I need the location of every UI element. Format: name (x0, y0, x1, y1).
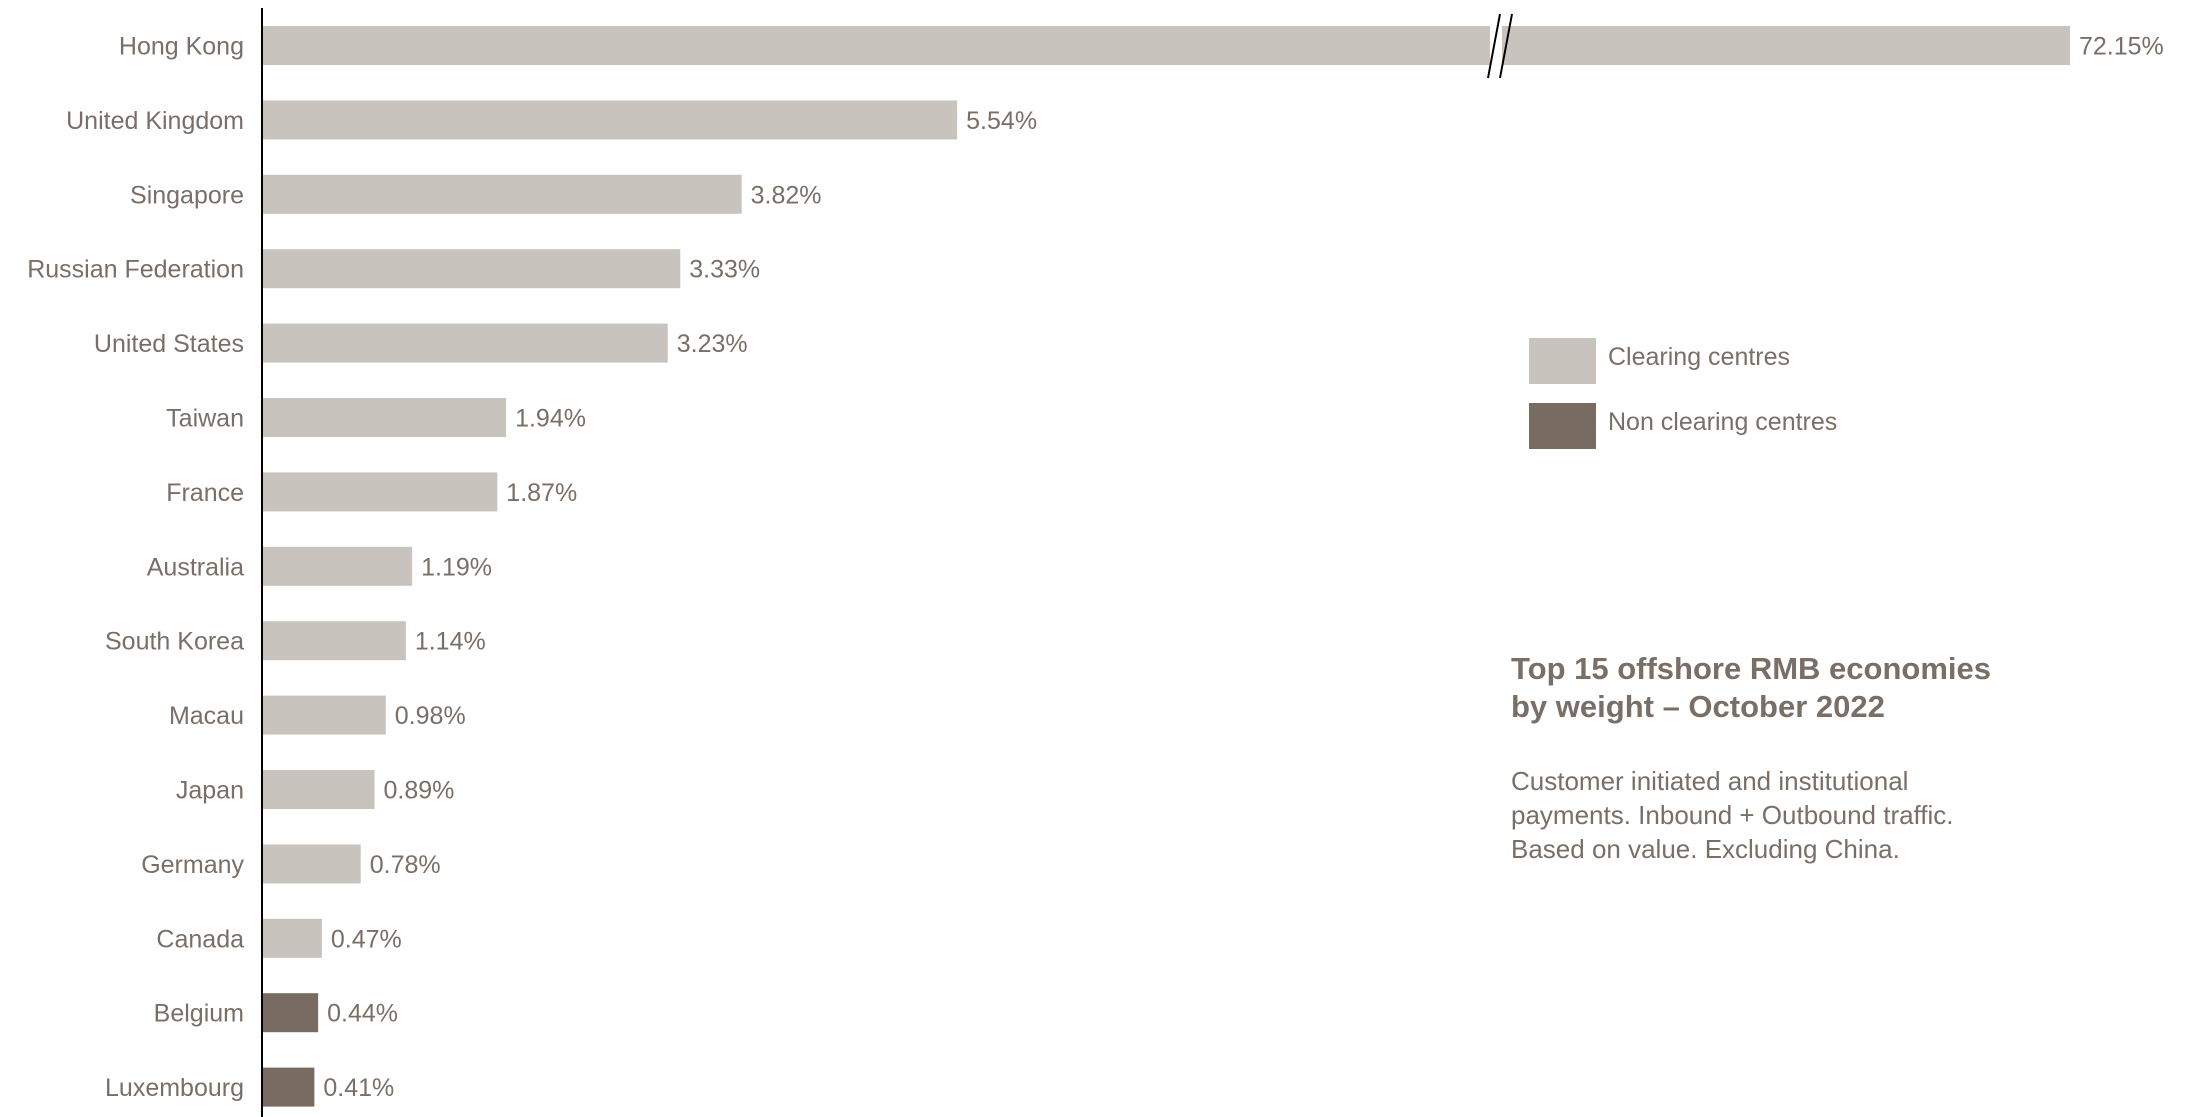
value-label-hong-kong: 72.15% (2079, 33, 2164, 61)
bar-united-kingdom (263, 100, 958, 140)
category-label-belgium: Belgium (154, 1000, 244, 1028)
bar-luxembourg (263, 1067, 315, 1107)
category-label-macau: Macau (169, 702, 244, 730)
bar-germany (263, 844, 361, 884)
axis-break-line-1 (1487, 13, 1501, 79)
value-label-taiwan: 1.94% (515, 405, 586, 433)
category-label-united-kingdom: United Kingdom (66, 107, 244, 135)
legend: Clearing centres Non clearing centres (1529, 338, 1837, 449)
value-label-australia: 1.19% (421, 553, 492, 581)
legend-label-non-clearing: Non clearing centres (1608, 408, 1837, 436)
value-label-united-kingdom: 5.54% (966, 107, 1037, 135)
bar-france (263, 472, 498, 512)
category-label-taiwan: Taiwan (166, 405, 244, 433)
value-label-japan: 0.89% (384, 777, 455, 805)
bar-macau (263, 695, 386, 735)
axis-break-line-2 (1499, 13, 1513, 79)
value-label-russian-federation: 3.33% (689, 256, 760, 284)
bar-russian-federation (263, 249, 681, 289)
category-label-canada: Canada (156, 925, 244, 953)
category-label-luxembourg: Luxembourg (105, 1074, 244, 1102)
bar-hong-kong (263, 26, 2070, 65)
chart-title-line-1: Top 15 offshore RMB economies (1511, 651, 1991, 686)
legend-label-clearing: Clearing centres (1608, 343, 1790, 371)
bar-united-states (263, 323, 668, 363)
bar-belgium (263, 993, 319, 1033)
category-label-united-states: United States (94, 330, 244, 358)
category-label-japan: Japan (176, 777, 244, 805)
bar-south-korea (263, 621, 406, 661)
category-label-hong-kong: Hong Kong (119, 33, 244, 61)
axis-break-gap (1490, 20, 1502, 72)
value-label-canada: 0.47% (331, 925, 402, 953)
value-label-belgium: 0.44% (327, 1000, 398, 1028)
category-label-australia: Australia (147, 553, 244, 581)
bar-australia (263, 546, 413, 586)
legend-swatch-non-clearing (1529, 403, 1596, 449)
bars-group (263, 26, 2070, 1107)
value-label-germany: 0.78% (370, 851, 441, 879)
value-labels: 72.15% 5.54% 3.82% 3.33% 3.23% 1.94% 1.87% 1.19… (323, 33, 2163, 1103)
legend-swatch-clearing (1529, 338, 1596, 384)
chart-subtitle-line-3: Based on value. Excluding China. (1511, 834, 1900, 864)
category-label-germany: Germany (141, 851, 244, 879)
category-label-south-korea: South Korea (105, 628, 244, 656)
category-label-russian-federation: Russian Federation (27, 256, 244, 284)
chart-subtitle-line-2: payments. Inbound + Outbound traffic. (1511, 800, 1954, 830)
value-label-singapore: 3.82% (751, 181, 822, 209)
category-label-singapore: Singapore (130, 181, 244, 209)
chart-title-line-2: by weight – October 2022 (1511, 689, 1885, 724)
chart-subtitle-line-1: Customer initiated and institutional (1511, 766, 1908, 796)
value-label-france: 1.87% (506, 479, 577, 507)
bar-japan (263, 770, 375, 809)
value-label-united-states: 3.23% (677, 330, 748, 358)
bar-canada (263, 918, 322, 958)
bar-singapore (263, 174, 742, 214)
value-label-macau: 0.98% (395, 702, 466, 730)
category-label-france: France (166, 479, 244, 507)
axis-break-mark (1487, 13, 1513, 79)
value-label-luxembourg: 0.41% (323, 1074, 394, 1102)
bar-taiwan (263, 398, 507, 437)
category-labels: Hong Kong United Kingdom Singapore Russian … (27, 33, 244, 1103)
value-label-south-korea: 1.14% (415, 628, 486, 656)
